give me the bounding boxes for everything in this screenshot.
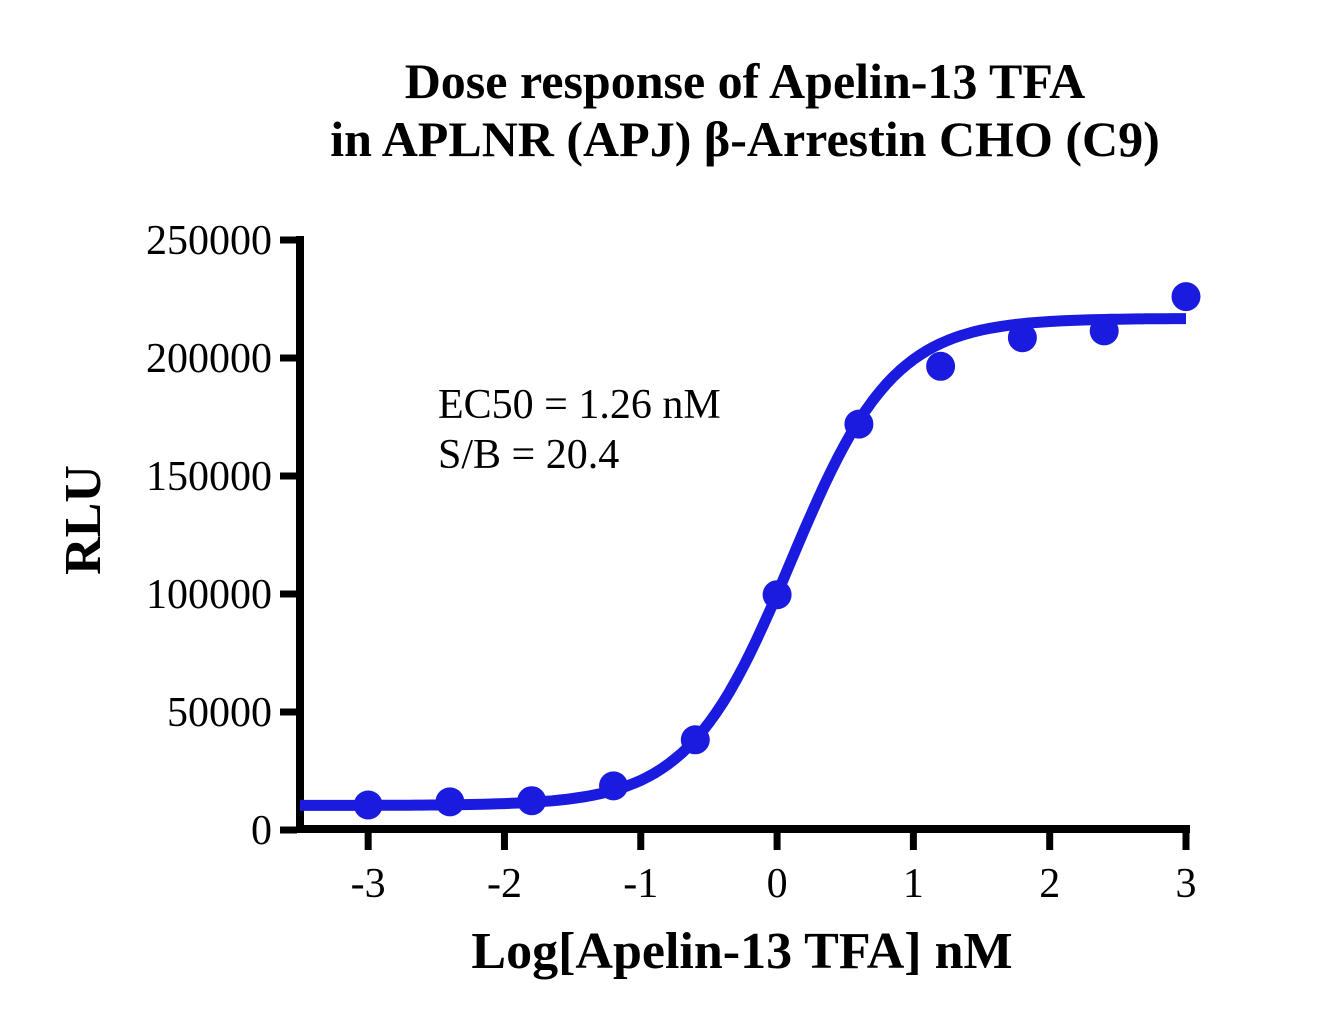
y-tick-label: 100000 [146, 572, 272, 618]
y-tick-label: 250000 [146, 218, 272, 264]
data-point [844, 409, 874, 439]
x-tick-label: 3 [1176, 861, 1197, 907]
x-tick-label: 1 [903, 861, 924, 907]
y-tick-label: 200000 [146, 336, 272, 382]
data-point [1171, 282, 1201, 312]
data-point [517, 786, 547, 816]
fit-curve [300, 313, 1186, 811]
data-point [762, 580, 792, 610]
data-point [1089, 316, 1119, 346]
data-point [599, 771, 628, 801]
signal-to-background-value: S/B = 20.4 [438, 432, 620, 478]
data-point [680, 725, 710, 755]
x-tick-label: -3 [351, 861, 386, 907]
y-tick-label: 50000 [167, 690, 272, 736]
chart-title-line1: Dose response of Apelin-13 TFA [404, 53, 1086, 109]
x-tick-label: 0 [767, 861, 788, 907]
fit-statistics: EC50 = 1.26 nM S/B = 20.4 [438, 380, 721, 480]
y-tick-label: 0 [251, 808, 272, 854]
y-axis-title: RLU [55, 465, 112, 575]
y-tick-label: 150000 [146, 454, 272, 500]
data-point [926, 351, 956, 381]
data-point [435, 787, 465, 817]
data-point [353, 790, 383, 820]
x-tick-label: 2 [1039, 861, 1060, 907]
data-point [1007, 323, 1037, 353]
ec50-value: EC50 = 1.26 nM [438, 382, 721, 428]
x-tick-label: -1 [623, 861, 658, 907]
chart-title-line2: in APLNR (APJ) β-Arrestin CHO (C9) [330, 111, 1160, 167]
x-axis-title: Log[Apelin-13 TFA] nM [471, 923, 1013, 980]
x-tick-label: -2 [487, 861, 522, 907]
chart-title: Dose response of Apelin-13 TFA in APLNR … [160, 52, 1329, 168]
